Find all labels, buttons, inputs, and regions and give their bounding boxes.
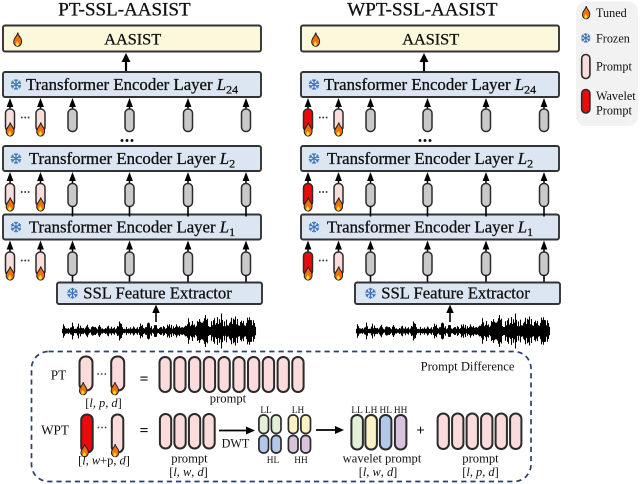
svg-text:HL: HL (267, 456, 280, 466)
svg-text:LH: LH (365, 406, 378, 416)
svg-text:Prompt Difference: Prompt Difference (421, 360, 515, 374)
svg-text:Prompt: Prompt (596, 103, 633, 117)
svg-text:prompt: prompt (462, 451, 499, 465)
svg-text:Transformer Encoder Layer L1: Transformer Encoder Layer L1 (29, 218, 235, 239)
svg-text:LL: LL (260, 406, 272, 416)
svg-text:[l, p, d]: [l, p, d] (462, 465, 499, 479)
svg-text:Transformer Encoder Layer L24: Transformer Encoder Layer L24 (26, 75, 238, 96)
svg-text:prompt: prompt (171, 451, 208, 465)
svg-text:AASIST: AASIST (402, 30, 459, 49)
svg-text:Transformer Encoder Layer L24: Transformer Encoder Layer L24 (324, 75, 536, 96)
svg-text:Wavelet: Wavelet (596, 89, 636, 103)
svg-text:AASIST: AASIST (104, 30, 161, 49)
svg-text:[l, w, d]: [l, w, d] (359, 465, 398, 479)
svg-text:Tuned: Tuned (596, 6, 627, 20)
svg-text:DWT: DWT (222, 436, 250, 450)
svg-text:LL: LL (351, 406, 363, 416)
svg-text:=: = (140, 423, 149, 440)
svg-text:[l, w, d]: [l, w, d] (169, 465, 208, 479)
svg-text:Frozen: Frozen (596, 32, 630, 46)
svg-text:HH: HH (394, 406, 408, 416)
svg-text:wavelet prompt: wavelet prompt (343, 451, 422, 465)
svg-text:PT-SSL-AASIST: PT-SSL-AASIST (58, 0, 191, 21)
svg-text:[l, p, d]: [l, p, d] (85, 396, 122, 410)
svg-text:SSL Feature Extractor: SSL Feature Extractor (83, 284, 232, 303)
svg-text:Transformer Encoder Layer L2: Transformer Encoder Layer L2 (327, 149, 533, 170)
svg-text:WPT-SSL-AASIST: WPT-SSL-AASIST (347, 0, 498, 21)
svg-text:WPT: WPT (41, 423, 69, 438)
svg-text:HL: HL (379, 406, 392, 416)
svg-text:PT: PT (51, 368, 66, 383)
svg-text:prompt: prompt (210, 392, 247, 406)
svg-text:[l, w+p, d]: [l, w+p, d] (78, 454, 130, 468)
svg-text:HH: HH (294, 456, 308, 466)
svg-text:LH: LH (292, 406, 305, 416)
svg-text:Transformer Encoder Layer L2: Transformer Encoder Layer L2 (29, 149, 235, 170)
svg-text:=: = (140, 371, 149, 388)
svg-text:SSL Feature Extractor: SSL Feature Extractor (381, 284, 530, 303)
svg-text:Transformer Encoder Layer L1: Transformer Encoder Layer L1 (327, 218, 533, 239)
svg-text:Prompt: Prompt (596, 60, 633, 74)
svg-text:+: + (416, 423, 425, 439)
